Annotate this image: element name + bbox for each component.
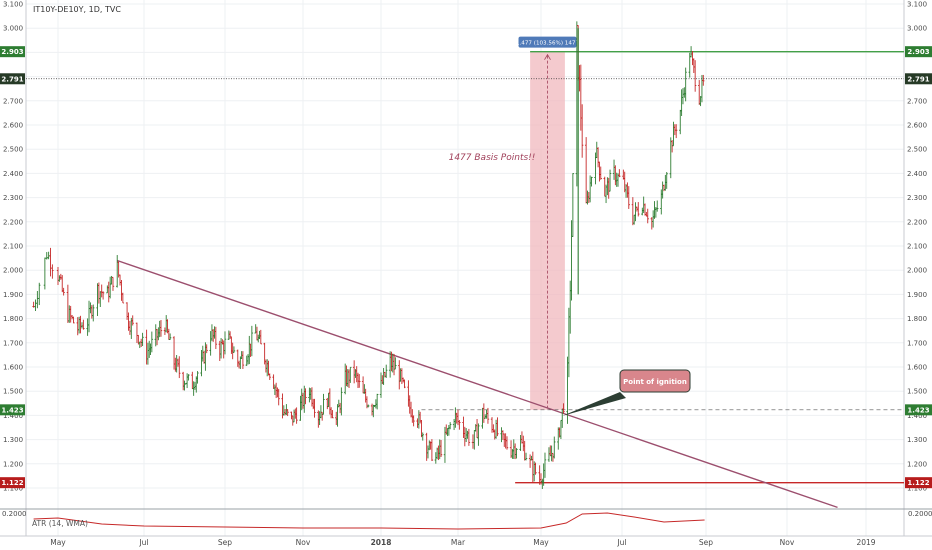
price-badge-right: [905, 46, 932, 58]
level-lines[interactable]: [26, 51, 904, 484]
y-tick-label: 2.200: [907, 218, 927, 226]
price-badge-right: [905, 477, 932, 489]
y-tick-label: 1.500: [3, 388, 23, 396]
y-tick-label: 1.400: [3, 412, 23, 420]
y-tick-label: 3.000: [3, 25, 23, 33]
y-tick-label: 2.300: [907, 194, 927, 202]
price-badge-right-text: 1.122: [907, 479, 929, 487]
y-tick-label: 2.600: [3, 122, 23, 130]
y-tick-label: 1.900: [3, 291, 23, 299]
y-tick-label: 3.100: [3, 1, 23, 9]
price-badge-right-text: 2.791: [907, 75, 929, 83]
callout-box[interactable]: [619, 369, 691, 393]
x-tick-label: 2018: [371, 538, 392, 547]
price-badge-left: [0, 46, 25, 58]
price-badge-left-text: 1.122: [1, 479, 23, 487]
measure-tool[interactable]: 1.477 (103.56%) 1477: [516, 36, 579, 410]
basis-points-annotation: 1477 Basis Points!!: [449, 153, 536, 163]
x-tick-label: May: [50, 538, 66, 547]
y-tick-label: 1.100: [3, 485, 23, 493]
y-tick-label: 1.300: [3, 436, 23, 444]
price-badge-left-text: 1.423: [1, 406, 23, 414]
y-tick-label: 2.100: [3, 243, 23, 251]
price-badge-left-text: 2.903: [1, 48, 23, 56]
grid: [0, 0, 932, 537]
y-tick-label: 1.300: [907, 436, 927, 444]
atr-line: [33, 512, 705, 530]
price-badge-right-text: 2.903: [907, 48, 929, 56]
y-tick-label: 2.200: [3, 218, 23, 226]
atr-label: ATR (14, WMA): [32, 519, 88, 528]
measure-label: 1.477 (103.56%) 1477: [516, 40, 579, 46]
price-badge-left: [0, 73, 25, 85]
x-tick-label: 2019: [856, 538, 875, 547]
y-tick-label: 2.100: [907, 243, 927, 251]
x-tick-label: Jul: [616, 538, 626, 547]
price-badge-left: [0, 404, 25, 416]
price-badge-left-text: 2.791: [1, 75, 23, 83]
y-tick-label: 2.700: [907, 97, 927, 105]
y-tick-label: 2.500: [3, 146, 23, 154]
callout-label: Point of ignition: [623, 378, 687, 386]
x-tick-label: Sep: [699, 538, 713, 547]
trendline[interactable]: [116, 259, 838, 509]
downtrend-line[interactable]: [116, 259, 838, 509]
candles: [32, 21, 705, 489]
y-tick-label: 1.700: [3, 339, 23, 347]
y-tick-label: 1.600: [907, 364, 927, 372]
x-tick-label: Jul: [138, 538, 148, 547]
price-badges: 2.903 2.903 2.791 2.791 1.423 1.423 1.122 1.122: [0, 46, 932, 489]
y-tick-label: 1.100: [907, 485, 927, 493]
atr-tick-right: 0.2000: [908, 510, 932, 518]
y-tick-label: 3.100: [907, 1, 927, 9]
x-tick-label: Mar: [451, 538, 466, 547]
y-tick-label: 1.800: [3, 315, 23, 323]
y-axis-right: 3.1003.0002.9002.8002.7002.6002.5002.400…: [907, 1, 927, 493]
measure-arrowhead: [544, 53, 551, 60]
ignition-callout[interactable]: Point of ignition: [562, 369, 691, 416]
y-tick-label: 2.000: [3, 267, 23, 275]
measure-label-box: [518, 36, 577, 48]
y-tick-label: 1.800: [907, 315, 927, 323]
y-tick-label: 2.400: [907, 170, 927, 178]
x-tick-label: May: [533, 538, 549, 547]
y-tick-label: 2.500: [907, 146, 927, 154]
y-tick-label: 1.200: [907, 460, 927, 468]
price-badge-left: [0, 477, 25, 489]
y-tick-label: 2.400: [3, 170, 23, 178]
atr-tick-left: 0.2000: [2, 510, 27, 518]
price-badge-right-text: 1.423: [907, 406, 929, 414]
y-tick-label: 2.000: [907, 267, 927, 275]
y-tick-label: 1.700: [907, 339, 927, 347]
y-tick-label: 1.600: [3, 364, 23, 372]
x-tick-label: Nov: [780, 538, 795, 547]
y-tick-label: 1.900: [907, 291, 927, 299]
price-badge-right: [905, 404, 932, 416]
y-tick-label: 2.300: [3, 194, 23, 202]
x-axis: May Jul Sep Nov 2018 Mar May Jul Sep Nov 2019: [50, 538, 876, 547]
callout-pointer: [562, 392, 626, 416]
y-tick-label: 3.000: [907, 25, 927, 33]
symbol-label: IT10Y-DE10Y, 1D, TVC: [33, 5, 121, 14]
y-tick-label: 1.200: [3, 460, 23, 468]
y-tick-label: 1.400: [907, 412, 927, 420]
y-tick-label: 2.700: [3, 97, 23, 105]
price-badge-right: [905, 73, 932, 85]
atr-pane: [33, 512, 705, 530]
y-tick-label: 1.500: [907, 388, 927, 396]
y-tick-label: 2.600: [907, 122, 927, 130]
x-tick-label: Nov: [296, 538, 311, 547]
x-tick-label: Sep: [218, 538, 232, 547]
